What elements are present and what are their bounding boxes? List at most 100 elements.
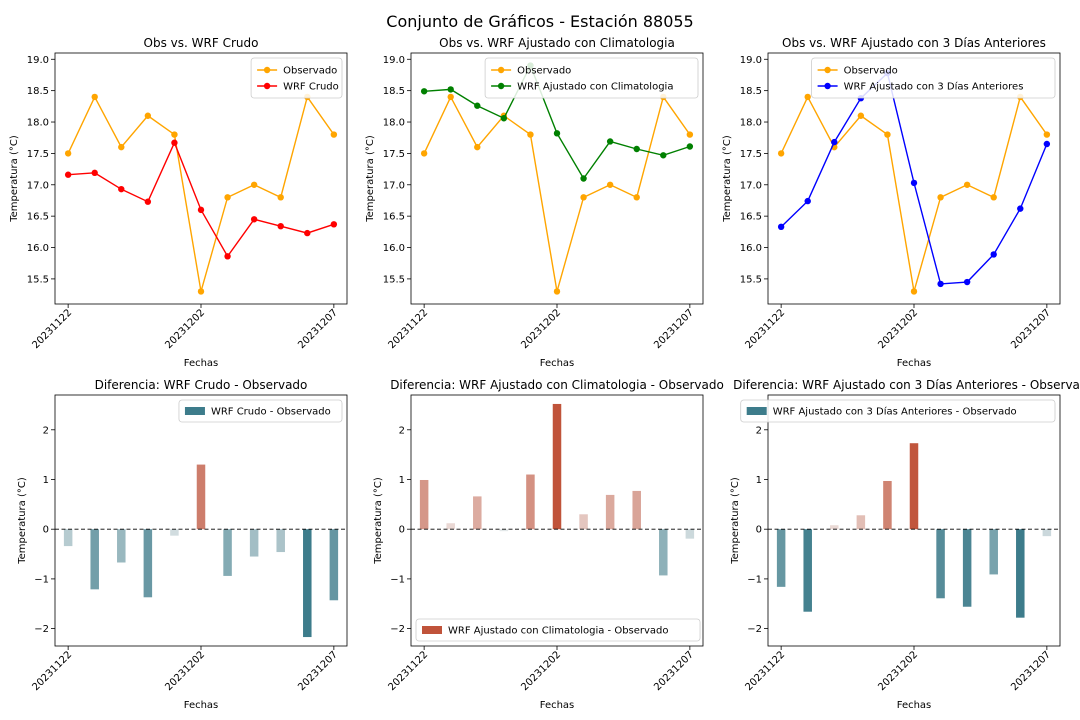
chart-panel-5: Diferencia: WRF Ajustado con Climatologi… bbox=[373, 378, 724, 711]
data-point bbox=[171, 139, 178, 146]
data-point bbox=[990, 251, 997, 258]
data-bar bbox=[249, 529, 259, 557]
chart-panel-6: Diferencia: WRF Ajustado con 3 Días Ante… bbox=[730, 378, 1080, 711]
data-point bbox=[197, 288, 205, 295]
legend: WRF Ajustado con 3 Días Anteriores - Obs… bbox=[740, 399, 1056, 423]
chart-panel-4: Diferencia: WRF Crudo - Observado −2 −1 0 1 2… bbox=[17, 378, 348, 711]
y-tick-label: 1 bbox=[756, 475, 762, 486]
data-point bbox=[937, 280, 944, 288]
data-bar bbox=[909, 443, 919, 530]
legend-swatch bbox=[184, 407, 205, 415]
data-bar bbox=[499, 529, 509, 532]
y-tick-label: 15.5 bbox=[383, 274, 405, 285]
data-bar bbox=[63, 529, 73, 547]
legend: Observado WRF Ajustado con Climatologia bbox=[484, 57, 699, 99]
series-line bbox=[67, 95, 335, 292]
data-point bbox=[606, 181, 614, 188]
y-tick-label: 16.0 bbox=[27, 243, 49, 254]
panel-title: Diferencia: WRF Ajustado con Climatologi… bbox=[390, 378, 724, 392]
data-point bbox=[118, 143, 125, 151]
data-point bbox=[447, 93, 454, 101]
x-tick-label: 20231122 bbox=[386, 649, 430, 693]
y-tick-label: 16.5 bbox=[740, 212, 762, 223]
data-bar bbox=[143, 529, 153, 598]
legend-box bbox=[250, 57, 343, 99]
figure-suptitle: Conjunto de Gráficos - Estación 88055 bbox=[386, 12, 693, 31]
data-point bbox=[963, 181, 971, 188]
x-tick-label: 20231207 bbox=[1009, 307, 1053, 351]
y-tick-label: 19.0 bbox=[383, 55, 405, 66]
x-tick-label: 20231207 bbox=[652, 307, 696, 351]
legend-marker bbox=[497, 82, 505, 90]
y-axis-label: Temperatura (°C) bbox=[9, 135, 20, 223]
data-point bbox=[686, 143, 694, 150]
x-tick-label: 20231122 bbox=[30, 307, 74, 351]
y-tick-label: −1 bbox=[390, 574, 405, 585]
y-tick-label: 16.0 bbox=[383, 243, 405, 254]
panel-title: Obs vs. WRF Ajustado con 3 Días Anterior… bbox=[782, 36, 1046, 50]
y-tick-label: 18.5 bbox=[740, 86, 762, 97]
data-point bbox=[884, 131, 891, 138]
x-axis-label: Fechas bbox=[897, 358, 932, 369]
data-bar bbox=[659, 529, 668, 576]
y-tick-label: 1 bbox=[399, 475, 405, 486]
data-bar bbox=[526, 474, 535, 530]
data-point bbox=[277, 222, 284, 230]
data-point bbox=[963, 278, 971, 286]
legend-box bbox=[484, 57, 699, 99]
data-point bbox=[91, 169, 98, 177]
series-line bbox=[780, 71, 1048, 285]
y-axis-label: Temperatura (°C) bbox=[365, 135, 376, 223]
series-line bbox=[780, 95, 1048, 292]
x-axis-label: Fechas bbox=[184, 358, 219, 369]
data-point bbox=[804, 197, 811, 205]
legend: Observado WRF Crudo bbox=[250, 57, 343, 99]
y-tick-label: 16.0 bbox=[740, 243, 762, 254]
data-bar bbox=[419, 479, 429, 530]
x-tick-label: 20231202 bbox=[876, 649, 920, 693]
y-tick-label: 18.5 bbox=[383, 86, 405, 97]
legend-marker bbox=[263, 82, 271, 90]
data-bar bbox=[803, 529, 812, 612]
series-line bbox=[423, 95, 691, 292]
data-bar bbox=[936, 529, 945, 599]
data-point bbox=[304, 229, 311, 237]
y-tick-label: 18.0 bbox=[740, 118, 762, 129]
y-tick-label: 17.5 bbox=[383, 149, 405, 160]
legend-swatch bbox=[746, 407, 767, 415]
y-tick-label: 0 bbox=[399, 525, 405, 536]
panel-title: Obs vs. WRF Crudo bbox=[144, 36, 259, 50]
data-point bbox=[144, 198, 152, 205]
data-point bbox=[474, 102, 481, 109]
data-bar bbox=[446, 523, 455, 530]
x-axis-label: Fechas bbox=[540, 358, 575, 369]
data-point bbox=[277, 194, 284, 201]
x-tick-label: 20231202 bbox=[519, 649, 563, 693]
data-bar bbox=[276, 529, 285, 553]
x-tick-label: 20231202 bbox=[519, 307, 563, 351]
y-axis-label: Temperatura (°C) bbox=[730, 477, 741, 565]
y-tick-label: 17.5 bbox=[740, 149, 762, 160]
data-point bbox=[474, 143, 481, 151]
data-point bbox=[500, 115, 508, 122]
data-bar bbox=[303, 529, 312, 638]
legend-label: WRF Ajustado con 3 Días Anteriores bbox=[844, 81, 1024, 93]
x-axis-label: Fechas bbox=[540, 700, 575, 711]
data-bar bbox=[170, 529, 179, 536]
y-tick-label: −2 bbox=[34, 624, 49, 635]
data-point bbox=[777, 150, 785, 157]
y-tick-label: 0 bbox=[756, 525, 762, 536]
data-point bbox=[633, 194, 640, 201]
legend-marker bbox=[824, 82, 831, 90]
y-tick-label: 15.5 bbox=[27, 274, 49, 285]
legend-label: WRF Crudo bbox=[283, 82, 339, 93]
data-bar bbox=[962, 529, 972, 607]
x-axis-label: Fechas bbox=[184, 700, 219, 711]
data-point bbox=[606, 138, 614, 145]
data-point bbox=[447, 86, 454, 93]
y-tick-label: 0 bbox=[43, 525, 49, 536]
legend-box bbox=[178, 399, 343, 423]
data-point bbox=[777, 223, 785, 231]
y-tick-label: 18.5 bbox=[27, 86, 49, 97]
data-bar bbox=[632, 490, 641, 530]
